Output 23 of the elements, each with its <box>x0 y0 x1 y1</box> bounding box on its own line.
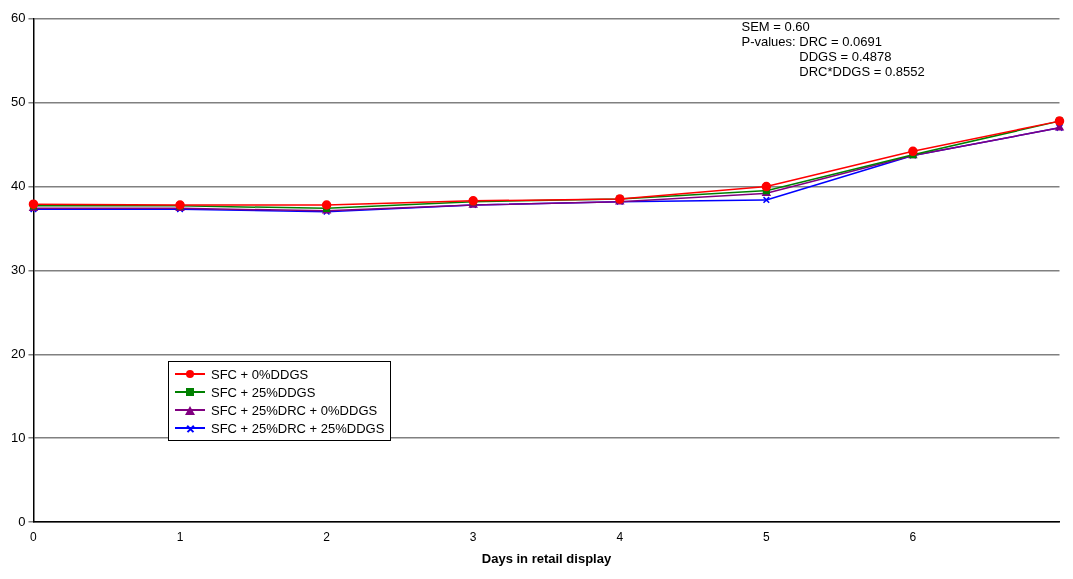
y-tick-label: 30 <box>10 261 26 277</box>
y-tick-label: 20 <box>10 345 26 361</box>
y-tick-label: 0 <box>18 513 26 529</box>
annotation: SEM = 0.60 <box>741 18 810 34</box>
annotation: DRC*DDGS = 0.8552 <box>799 63 925 79</box>
y-tick-label: 40 <box>10 178 26 194</box>
legend-label: SFC + 25%DRC + 25%DDGS <box>211 420 385 436</box>
x-tick-label: 3 <box>469 529 477 544</box>
annotation: P-values: DRC = 0.0691 <box>741 33 883 49</box>
x-tick-label: 1 <box>176 529 184 544</box>
y-tick-label: 50 <box>10 94 26 110</box>
annotation: DDGS = 0.4878 <box>799 48 892 64</box>
x-tick-label: 0 <box>30 529 38 544</box>
x-tick-label: 2 <box>323 529 331 544</box>
x-tick-label: 4 <box>616 529 624 544</box>
legend-label: SFC + 25%DDGS <box>211 384 316 400</box>
legend-label: SFC + 0%DDGS <box>211 366 309 382</box>
x-tick-label: 5 <box>763 529 770 544</box>
y-tick-label: 10 <box>10 429 26 445</box>
x-tick-label: 6 <box>909 529 917 544</box>
x-axis-title: Days in retail display <box>481 550 612 566</box>
y-tick-label: 60 <box>10 10 26 26</box>
legend-label: SFC + 25%DRC + 0%DDGS <box>211 402 378 418</box>
